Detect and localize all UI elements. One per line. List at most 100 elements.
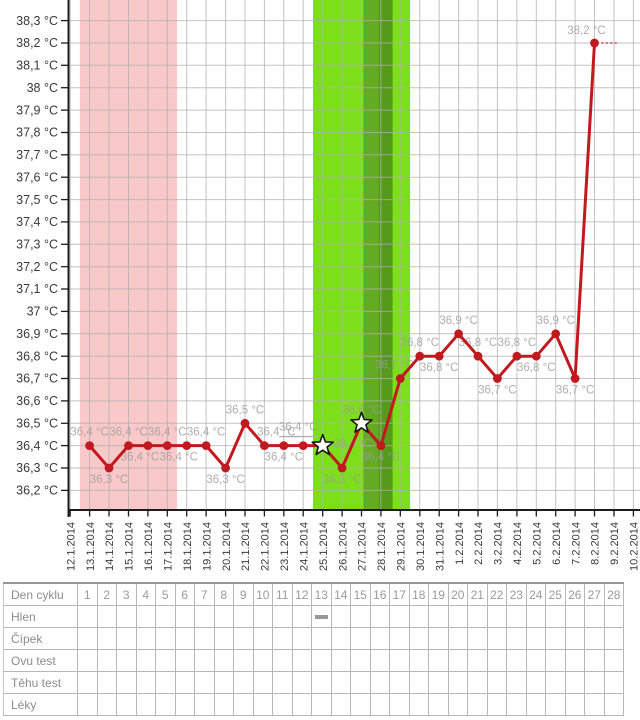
- day-cell[interactable]: [96, 627, 117, 650]
- day-cell[interactable]: [408, 693, 429, 716]
- day-cell[interactable]: [96, 605, 117, 628]
- day-cell[interactable]: [155, 693, 176, 716]
- day-cell[interactable]: [389, 627, 410, 650]
- day-cell[interactable]: [233, 671, 254, 694]
- data-point[interactable]: [162, 441, 172, 450]
- day-cell[interactable]: [447, 671, 468, 694]
- data-point[interactable]: [143, 441, 153, 450]
- day-cell[interactable]: [291, 693, 312, 716]
- data-point[interactable]: [434, 351, 444, 361]
- day-cell[interactable]: [369, 649, 390, 672]
- data-point[interactable]: [395, 374, 405, 383]
- day-cell[interactable]: [272, 627, 293, 650]
- day-cell[interactable]: [272, 605, 293, 628]
- data-point[interactable]: [531, 351, 541, 361]
- day-cell[interactable]: [428, 649, 449, 672]
- day-cell[interactable]: [447, 627, 468, 650]
- day-cell[interactable]: [77, 671, 98, 694]
- day-cell[interactable]: [408, 627, 429, 650]
- day-cell[interactable]: [350, 605, 371, 628]
- day-cell[interactable]: [77, 605, 98, 628]
- data-point[interactable]: [493, 374, 502, 383]
- day-cell[interactable]: [369, 671, 390, 694]
- day-cell[interactable]: [96, 671, 117, 694]
- day-cell[interactable]: [584, 693, 605, 716]
- day-cell[interactable]: [506, 605, 527, 628]
- day-cell[interactable]: [96, 649, 117, 672]
- day-cell[interactable]: [603, 627, 624, 650]
- day-cell[interactable]: [194, 671, 215, 694]
- data-point[interactable]: [570, 374, 580, 383]
- day-cell[interactable]: [155, 671, 176, 694]
- day-cell[interactable]: [311, 605, 332, 628]
- day-cell[interactable]: [155, 649, 176, 672]
- day-cell[interactable]: [272, 693, 293, 716]
- day-cell[interactable]: [389, 649, 410, 672]
- day-cell[interactable]: [545, 605, 566, 628]
- day-cell[interactable]: [291, 605, 312, 628]
- day-cell[interactable]: [135, 671, 156, 694]
- day-cell[interactable]: [272, 649, 293, 672]
- day-cell[interactable]: [486, 671, 507, 694]
- day-cell[interactable]: [447, 693, 468, 716]
- star-marker[interactable]: [350, 411, 373, 434]
- day-cell[interactable]: [350, 671, 371, 694]
- day-cell[interactable]: [467, 605, 488, 628]
- day-cell[interactable]: [506, 627, 527, 650]
- day-cell[interactable]: [408, 649, 429, 672]
- data-point[interactable]: [473, 351, 483, 361]
- day-cell[interactable]: [213, 649, 234, 672]
- day-cell[interactable]: [291, 627, 312, 650]
- day-cell[interactable]: [174, 605, 195, 628]
- day-cell[interactable]: [408, 605, 429, 628]
- day-cell[interactable]: [389, 605, 410, 628]
- day-cell[interactable]: [603, 649, 624, 672]
- day-cell[interactable]: [96, 693, 117, 716]
- day-cell[interactable]: [545, 627, 566, 650]
- day-cell[interactable]: [77, 627, 98, 650]
- day-cell[interactable]: [486, 649, 507, 672]
- day-cell[interactable]: [135, 605, 156, 628]
- day-cell[interactable]: [174, 649, 195, 672]
- day-cell[interactable]: [330, 649, 351, 672]
- day-cell[interactable]: [584, 649, 605, 672]
- data-point[interactable]: [454, 329, 463, 339]
- day-cell[interactable]: [155, 605, 176, 628]
- day-cell[interactable]: [506, 693, 527, 716]
- day-cell[interactable]: [525, 605, 546, 628]
- day-cell[interactable]: [116, 627, 137, 650]
- day-cell[interactable]: [603, 605, 624, 628]
- day-cell[interactable]: [525, 671, 546, 694]
- data-point[interactable]: [260, 441, 269, 450]
- day-cell[interactable]: [603, 671, 624, 694]
- day-cell[interactable]: [564, 605, 585, 628]
- day-cell[interactable]: [369, 605, 390, 628]
- day-cell[interactable]: [506, 649, 527, 672]
- day-cell[interactable]: [584, 605, 605, 628]
- day-cell[interactable]: [389, 693, 410, 716]
- day-cell[interactable]: [116, 605, 137, 628]
- data-point[interactable]: [279, 441, 289, 450]
- day-cell[interactable]: [233, 627, 254, 650]
- day-cell[interactable]: [291, 649, 312, 672]
- day-cell[interactable]: [428, 671, 449, 694]
- day-cell[interactable]: [311, 671, 332, 694]
- day-cell[interactable]: [564, 693, 585, 716]
- data-point[interactable]: [201, 441, 211, 450]
- data-point[interactable]: [182, 441, 192, 450]
- day-cell[interactable]: [486, 693, 507, 716]
- day-cell[interactable]: [311, 649, 332, 672]
- day-cell[interactable]: [155, 627, 176, 650]
- day-cell[interactable]: [428, 605, 449, 628]
- day-cell[interactable]: [486, 627, 507, 650]
- day-cell[interactable]: [506, 671, 527, 694]
- day-cell[interactable]: [135, 649, 156, 672]
- day-cell[interactable]: [564, 649, 585, 672]
- day-cell[interactable]: [467, 693, 488, 716]
- day-cell[interactable]: [77, 649, 98, 672]
- day-cell[interactable]: [467, 649, 488, 672]
- data-point[interactable]: [590, 38, 599, 48]
- day-cell[interactable]: [116, 649, 137, 672]
- day-cell[interactable]: [350, 649, 371, 672]
- day-cell[interactable]: [311, 627, 332, 650]
